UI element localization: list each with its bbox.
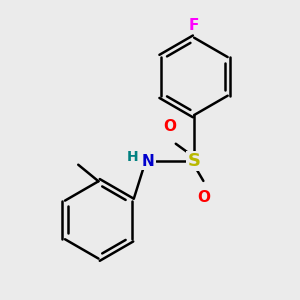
Text: N: N <box>142 154 155 169</box>
Text: O: O <box>197 190 210 206</box>
Text: O: O <box>164 119 177 134</box>
Text: F: F <box>189 18 200 33</box>
Text: S: S <box>188 152 201 170</box>
Text: H: H <box>127 150 139 164</box>
